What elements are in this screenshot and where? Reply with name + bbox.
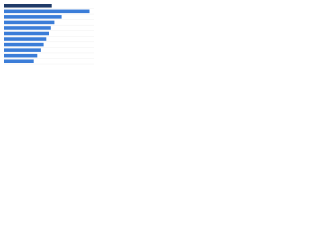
bar [4, 37, 47, 41]
bar [4, 53, 38, 58]
bar [4, 15, 62, 19]
bar [4, 26, 51, 30]
bar [4, 9, 90, 14]
bar [4, 42, 44, 47]
page: (() => { const data = JSON.parse(documen… [0, 0, 320, 71]
bar [4, 59, 34, 64]
bar [4, 31, 49, 36]
bar [4, 20, 55, 25]
bar [4, 48, 41, 52]
bar [4, 3, 52, 8]
chart [0, 0, 100, 71]
